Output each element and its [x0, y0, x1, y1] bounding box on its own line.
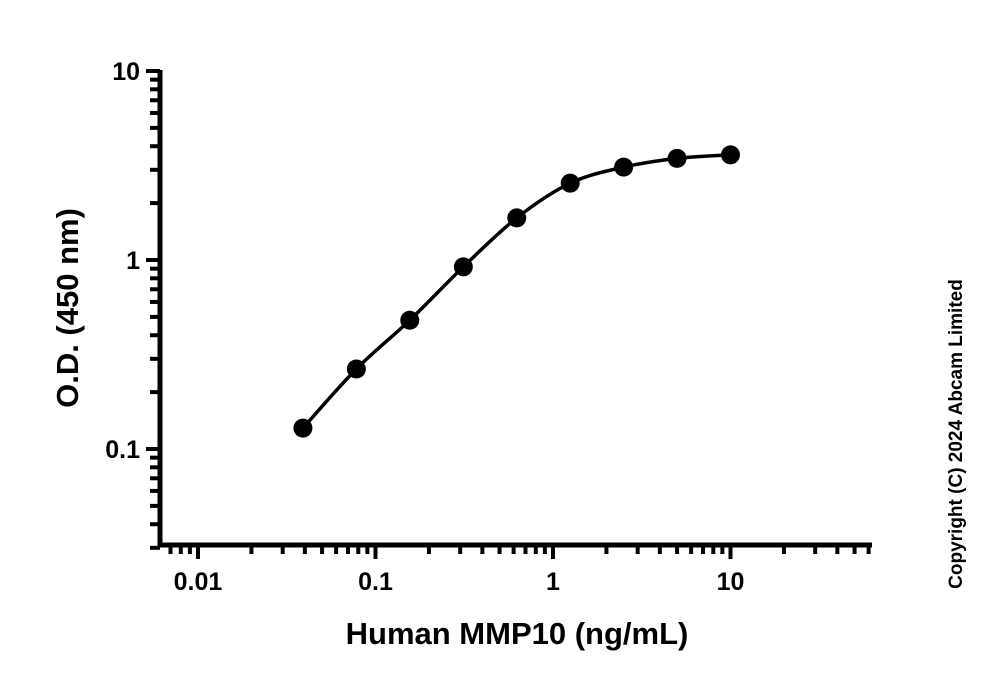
y-tick-label: 0.1 [105, 436, 140, 464]
x-axis: 0.01 0.1 1 10 [158, 542, 872, 596]
x-axis-title: Human MMP10 (ng/mL) [346, 616, 689, 651]
data-point [507, 208, 527, 228]
data-points [293, 145, 740, 438]
data-point [453, 257, 473, 277]
data-point [667, 148, 687, 168]
data-point [400, 310, 420, 330]
copyright-notice: Copyright (C) 2024 Abcam Limited [946, 279, 967, 589]
data-point [721, 145, 740, 165]
data-point [560, 173, 580, 193]
y-tick-label: 1 [126, 247, 140, 275]
x-tick-label: 0.1 [358, 568, 393, 596]
data-point [293, 418, 313, 438]
x-tick-label: 10 [717, 568, 745, 596]
data-point [346, 359, 366, 379]
fit-curve-line [301, 153, 731, 430]
y-axis-title: O.D. (450 nm) [50, 208, 85, 408]
y-axis: 0.1 1 10 [105, 58, 163, 550]
data-point [614, 157, 634, 177]
x-tick-label: 0.01 [174, 568, 223, 596]
fit-curve [301, 153, 731, 430]
x-tick-label: 1 [546, 568, 560, 596]
y-tick-label: 10 [112, 58, 140, 86]
